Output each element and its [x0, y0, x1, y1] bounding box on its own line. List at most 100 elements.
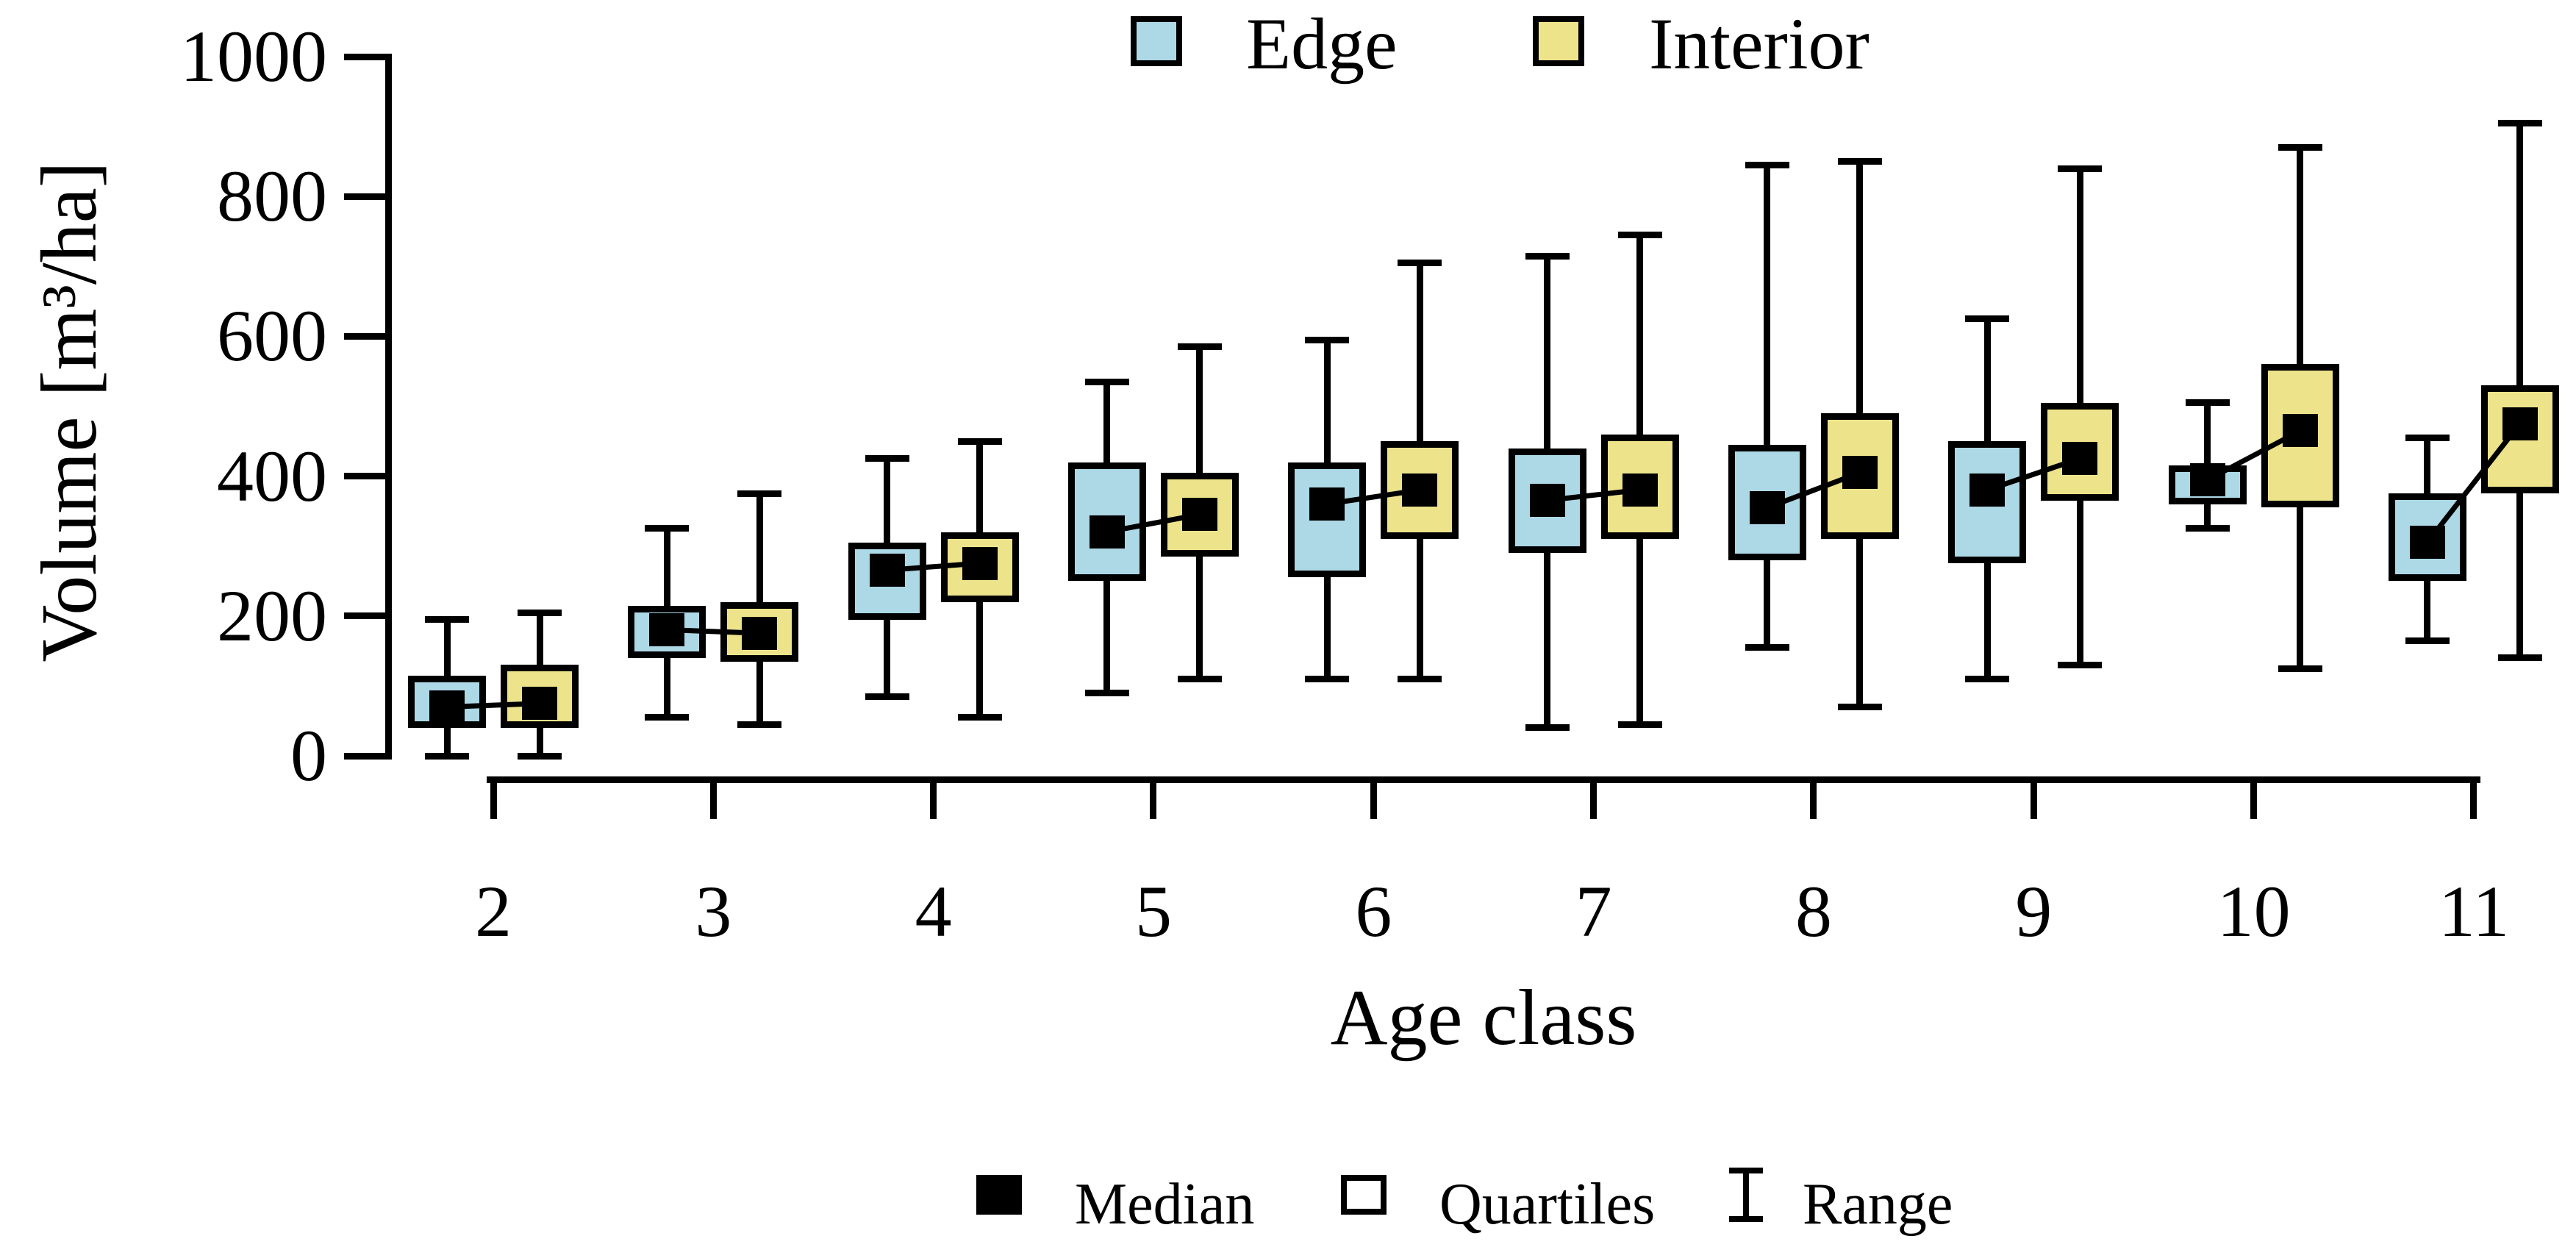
median-interior-3 [742, 617, 778, 651]
x-tick [490, 776, 497, 819]
whisker-cap-min-interior-3 [737, 721, 782, 728]
whisker-cap-min-edge-6 [1305, 675, 1350, 682]
quartiles-symbol [1341, 1175, 1387, 1215]
whisker-cap-min-edge-3 [645, 714, 690, 721]
median-interior-8 [1842, 456, 1878, 490]
median-edge-6 [1309, 487, 1345, 521]
whisker-cap-max-edge-3 [645, 525, 690, 532]
y-tick [344, 752, 388, 760]
whisker-edge-8 [1764, 165, 1771, 648]
x-tick [930, 776, 937, 819]
whisker-cap-max-interior-11 [2497, 119, 2542, 126]
whisker-cap-min-edge-5 [1084, 689, 1129, 696]
median-symbol [976, 1175, 1022, 1215]
median-edge-3 [649, 613, 685, 647]
whisker-cap-max-edge-4 [865, 455, 909, 462]
box-edge-9 [1948, 441, 2027, 564]
box-edge-4 [848, 542, 926, 620]
median-interior-11 [2502, 407, 2538, 440]
whisker-cap-min-interior-10 [2278, 665, 2322, 672]
median-interior-5 [1181, 498, 1217, 532]
y-tick [344, 193, 388, 200]
whisker-cap-min-edge-7 [1525, 724, 1570, 732]
y-tick-label: 1000 [180, 15, 327, 97]
whisker-cap-min-interior-5 [1177, 675, 1222, 682]
x-tick-label: 10 [2217, 871, 2291, 952]
median-edge-4 [869, 554, 905, 587]
legend-label-quartiles: Quartiles [1439, 1172, 1656, 1237]
whisker-cap-min-interior-6 [1398, 675, 1442, 682]
x-axis-line [487, 776, 2480, 783]
y-axis-title: Volume [m³/ha] [26, 161, 113, 662]
x-tick-label: 5 [1134, 871, 1172, 952]
whisker-cap-min-edge-4 [865, 693, 909, 700]
x-tick [1370, 776, 1377, 819]
box-interior-6 [1381, 441, 1459, 540]
whisker-cap-max-edge-6 [1305, 336, 1350, 343]
x-tick-label: 3 [695, 871, 732, 952]
whisker-cap-min-interior-9 [2058, 661, 2103, 668]
whisker-cap-min-interior-7 [1617, 721, 1662, 728]
whisker-cap-max-edge-2 [425, 616, 469, 624]
median-edge-5 [1089, 515, 1125, 549]
box-edge-8 [1728, 444, 1806, 560]
whisker-cap-max-interior-10 [2278, 144, 2322, 151]
x-tick-label: 9 [2015, 871, 2053, 952]
whisker-cap-max-edge-8 [1745, 161, 1789, 168]
x-tick [2030, 776, 2037, 819]
y-tick-label: 0 [290, 715, 327, 796]
x-tick [1810, 776, 1817, 819]
y-tick [344, 332, 388, 340]
whisker-cap-min-interior-11 [2497, 654, 2542, 662]
whisker-cap-max-interior-2 [518, 609, 562, 616]
whisker-cap-max-edge-5 [1084, 378, 1129, 385]
median-edge-9 [1969, 474, 2006, 507]
whisker-cap-max-interior-3 [737, 490, 782, 497]
y-tick-label: 800 [217, 155, 327, 237]
x-axis-title: Age class [1330, 974, 1637, 1062]
median-edge-2 [429, 690, 465, 723]
median-edge-10 [2189, 462, 2225, 496]
whisker-cap-min-edge-9 [1965, 675, 2010, 682]
y-tick [344, 473, 388, 480]
whisker-cap-max-edge-10 [2185, 399, 2230, 407]
box-edge-6 [1288, 462, 1367, 578]
median-interior-6 [1402, 474, 1438, 507]
y-axis-line [385, 54, 392, 760]
x-tick-label: 7 [1575, 871, 1612, 952]
whisker-cap-max-interior-4 [957, 437, 1002, 445]
legend-label-interior: Interior [1649, 3, 1870, 85]
median-edge-11 [2409, 526, 2445, 560]
whisker-cap-max-interior-6 [1398, 260, 1442, 267]
median-interior-2 [522, 687, 557, 721]
whisker-cap-min-edge-8 [1745, 644, 1789, 651]
whisker-cap-min-edge-10 [2185, 525, 2230, 532]
legend-label-median: Median [1075, 1172, 1255, 1237]
legend-swatch-interior [1533, 16, 1584, 66]
x-tick-label: 11 [2438, 871, 2510, 952]
x-tick-label: 2 [475, 871, 512, 952]
whisker-cap-max-edge-11 [2405, 434, 2450, 441]
whisker-cap-min-edge-2 [425, 752, 469, 760]
y-tick-label: 200 [217, 574, 327, 657]
median-edge-7 [1529, 484, 1565, 518]
x-tick [2470, 776, 2477, 819]
x-tick [1150, 776, 1157, 819]
y-tick-label: 400 [217, 435, 327, 517]
whisker-cap-max-interior-7 [1617, 232, 1662, 238]
range-symbol-line [1743, 1168, 1749, 1222]
median-interior-9 [2062, 442, 2098, 476]
x-tick-label: 6 [1355, 871, 1392, 952]
legend-label-edge: Edge [1246, 3, 1398, 85]
whisker-cap-min-interior-8 [1837, 703, 1882, 710]
x-tick-label: 8 [1795, 871, 1832, 952]
legend-swatch-edge [1131, 16, 1182, 66]
median-edge-8 [1749, 490, 1785, 524]
whisker-cap-max-interior-9 [2058, 165, 2103, 172]
x-tick [2250, 776, 2258, 819]
whisker-cap-min-interior-2 [518, 752, 562, 760]
x-tick [1590, 776, 1598, 819]
whisker-cap-min-edge-11 [2405, 637, 2450, 644]
